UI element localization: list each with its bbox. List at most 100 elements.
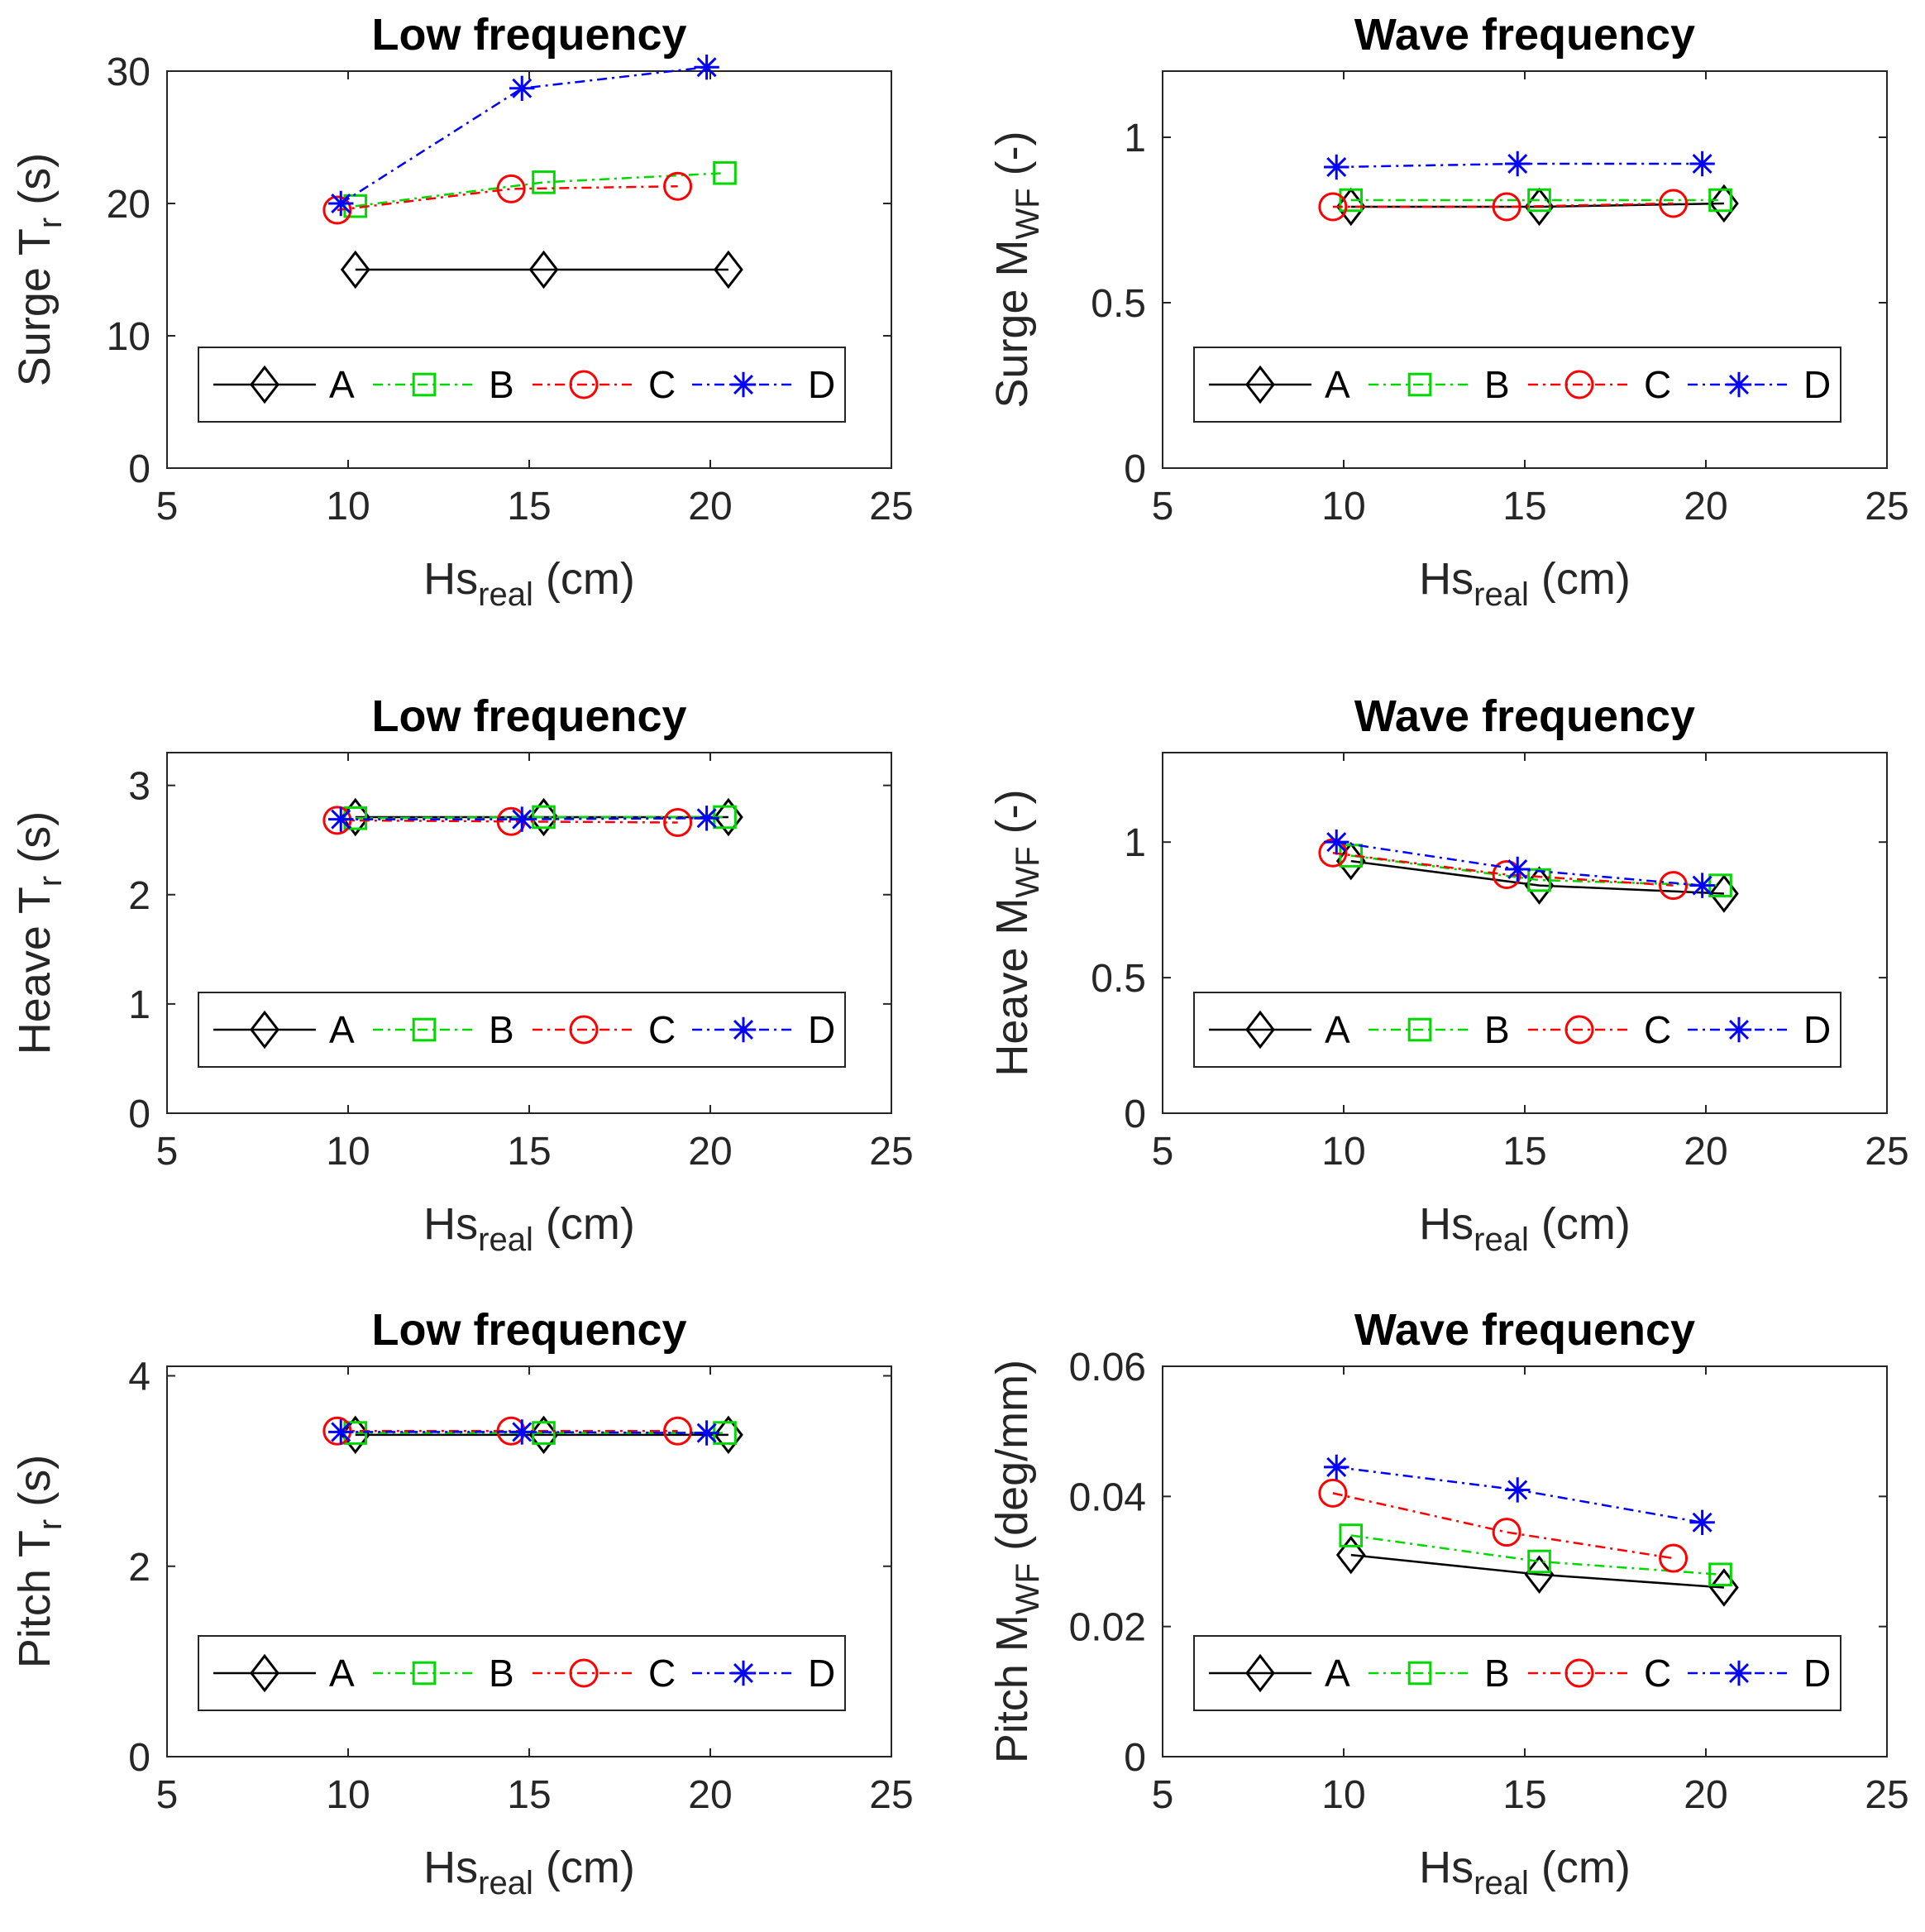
legend-marker	[1726, 1016, 1752, 1043]
data-point	[1709, 874, 1739, 913]
y-tick-label: 2	[128, 874, 150, 918]
data-point	[694, 806, 719, 831]
data-point	[1318, 192, 1348, 222]
y-tick-label: 10	[107, 315, 150, 359]
panel-1: Low frequency 5 10 15 20 25 0 10 20 30 Hsreal (cm)…	[10, 10, 914, 613]
data-point	[1527, 1549, 1551, 1574]
legend-marker	[1726, 371, 1752, 398]
y-tick-label: 0.5	[1091, 957, 1146, 1001]
legend-marker	[1564, 1015, 1594, 1045]
y-tick-label: 3	[128, 765, 150, 809]
data-point	[340, 250, 370, 289]
data-point	[340, 1415, 370, 1455]
y-tick-label: 1	[1124, 821, 1146, 865]
y-tick-label: 0.04	[1069, 1475, 1146, 1519]
y-tick-label: 1	[1124, 117, 1146, 160]
x-tick-label: 15	[507, 485, 551, 528]
data-point	[1689, 151, 1715, 177]
y-tick-label: 20	[107, 183, 150, 227]
x-tick-label: 20	[688, 485, 732, 528]
chart-title: Wave frequency	[1354, 10, 1695, 60]
series-A	[340, 1415, 743, 1455]
series-line	[340, 65, 707, 205]
data-point	[1505, 856, 1531, 882]
data-point	[1708, 188, 1732, 213]
data-point	[1689, 1509, 1715, 1535]
legend-marker	[569, 370, 599, 399]
x-tick-label: 25	[1865, 1130, 1908, 1174]
series-B	[1339, 188, 1732, 213]
x-axis-label: Hsreal (cm)	[1419, 554, 1631, 613]
series-line	[1332, 202, 1674, 208]
x-tick-label: 15	[507, 1130, 551, 1174]
data-point	[663, 808, 693, 838]
data-point	[1659, 189, 1689, 218]
y-axis-label: Pitch Tr (s)	[10, 1455, 69, 1668]
data-point	[1318, 1478, 1348, 1508]
legend-label: C	[1644, 363, 1671, 406]
legend-marker	[1407, 372, 1432, 397]
series-D	[328, 1419, 719, 1446]
x-axis-label: Hsreal (cm)	[423, 1843, 635, 1901]
chart-title: Low frequency	[371, 691, 686, 741]
x-tick-label: 15	[1502, 1130, 1546, 1174]
y-tick-label: 1	[128, 983, 150, 1027]
x-tick-label: 10	[326, 1773, 370, 1817]
data-point	[714, 797, 743, 837]
legend: A B C D	[1193, 1635, 1841, 1711]
data-point	[328, 190, 354, 217]
data-point	[1527, 188, 1551, 213]
series-C	[322, 171, 693, 225]
legend-label: B	[489, 1652, 514, 1695]
legend-marker	[250, 1010, 279, 1050]
x-tick-label: 15	[1502, 1773, 1546, 1817]
x-axis-label: Hsreal (cm)	[1419, 1199, 1631, 1258]
y-tick-label: 2	[128, 1546, 150, 1590]
data-point	[663, 171, 693, 201]
x-tick-label: 20	[1684, 485, 1727, 528]
series-C	[1318, 1478, 1689, 1573]
x-tick-label: 5	[1152, 1773, 1174, 1817]
data-point	[663, 1416, 693, 1446]
legend-label: A	[1325, 363, 1350, 406]
y-tick-label: 4	[128, 1356, 150, 1399]
series-D	[1324, 1454, 1715, 1535]
x-tick-label: 5	[1152, 1130, 1174, 1174]
legend-marker	[1564, 370, 1594, 399]
x-tick-label: 25	[869, 1773, 913, 1817]
data-point	[713, 160, 737, 185]
data-point	[528, 797, 559, 837]
legend: A B C D	[198, 347, 846, 423]
y-axis-label: Heave MWF (-)	[987, 789, 1046, 1076]
data-point	[1339, 188, 1364, 213]
data-point	[1708, 1562, 1732, 1587]
data-point	[714, 250, 743, 289]
legend-label: A	[1325, 1652, 1350, 1695]
legend-label: B	[489, 1008, 514, 1051]
legend-marker	[1245, 365, 1275, 404]
y-tick-label: 30	[107, 50, 150, 94]
x-tick-label: 10	[326, 1130, 370, 1174]
legend: A B C D	[198, 1635, 846, 1711]
legend-marker	[1245, 1010, 1275, 1050]
series-A	[340, 250, 743, 289]
x-axis-label: Hsreal (cm)	[423, 1199, 635, 1258]
data-point	[322, 195, 352, 225]
series-D	[1324, 151, 1715, 180]
y-tick-label: 0	[1124, 447, 1146, 491]
panel-2: Wave frequency 5 10 15 20 25 0 0.5 1 Hsreal (cm) S…	[987, 10, 1909, 613]
data-point	[694, 55, 719, 80]
series-D	[328, 55, 719, 217]
legend-label: C	[648, 1652, 676, 1695]
legend-label: D	[1803, 1652, 1831, 1695]
x-tick-label: 20	[688, 1773, 732, 1817]
legend-label: B	[1484, 363, 1510, 406]
series-B	[1339, 1523, 1732, 1587]
data-point	[509, 806, 535, 832]
x-tick-label: 15	[1502, 485, 1546, 528]
y-tick-label: 0	[128, 1093, 150, 1136]
x-tick-label: 20	[688, 1130, 732, 1174]
x-tick-label: 5	[156, 485, 179, 528]
data-point	[714, 1415, 743, 1455]
y-axis-label: Surge MWF (-)	[987, 131, 1046, 408]
